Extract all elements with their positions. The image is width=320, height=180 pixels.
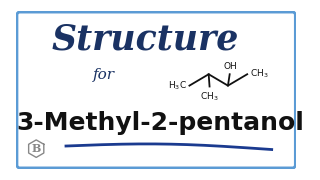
- Text: CH$_3$: CH$_3$: [250, 68, 268, 80]
- Text: H$_3$C: H$_3$C: [168, 79, 187, 92]
- Text: CH$_3$: CH$_3$: [200, 91, 219, 103]
- Text: Structure: Structure: [52, 22, 239, 56]
- Text: for: for: [92, 68, 115, 82]
- FancyBboxPatch shape: [17, 12, 295, 168]
- Text: B: B: [32, 143, 41, 154]
- Text: 3-Methyl-2-pentanol: 3-Methyl-2-pentanol: [17, 111, 304, 135]
- Text: OH: OH: [224, 62, 237, 71]
